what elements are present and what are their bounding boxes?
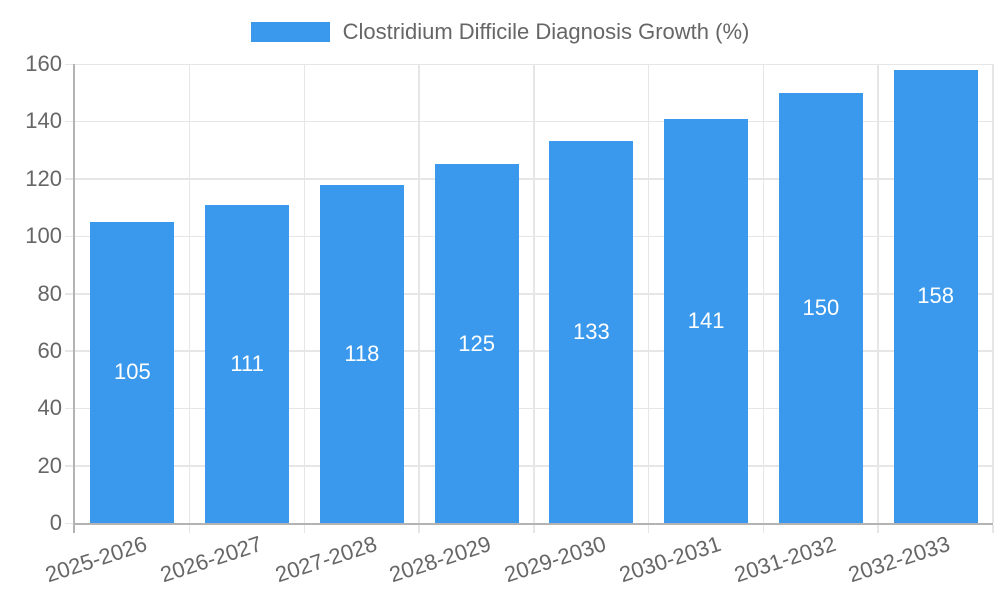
x-tick-mark [533,525,535,533]
x-tick-label: 2032-2033 [845,531,954,588]
x-tick-label: 2031-2032 [730,531,839,588]
y-tick-label: 40 [37,395,62,421]
y-tick-mark [65,522,73,524]
y-tick-label: 20 [37,452,62,478]
y-tick-mark [65,350,73,352]
bar-value-label: 125 [458,330,495,356]
x-tick-label: 2025-2026 [42,531,151,588]
bar-value-label: 105 [114,359,151,385]
y-tick-label: 120 [25,165,62,191]
bar-value-label: 111 [230,350,264,376]
x-tick-mark [992,525,994,533]
y-axis-labels: 0 20 40 60 80 100 120 140 160 [0,51,62,535]
bar-2030-2031[interactable]: 141 [664,118,749,523]
y-axis-tick-extension [73,525,75,533]
y-tick-label: 0 [49,510,62,535]
gridline-vertical [418,64,420,523]
bar-2028-2029[interactable]: 125 [434,164,519,523]
legend-item[interactable]: Clostridium Difficile Diagnosis Growth (… [0,19,1000,45]
x-tick-mark [877,525,879,533]
x-tick-label: 2029-2030 [501,531,610,588]
bar-value-label: 118 [344,340,380,366]
y-tick-label: 100 [25,223,62,249]
x-tick-mark [188,525,191,533]
bar-value-label: 133 [573,319,610,345]
plot-area: 105 111 118 125 133 141 150 158 [65,63,994,533]
y-tick-mark [65,235,73,238]
gridline-vertical [762,64,764,523]
y-tick-label: 60 [37,337,62,363]
x-tick-mark [762,525,764,533]
bar-2031-2032[interactable]: 150 [778,92,863,523]
bar-value-label: 141 [687,307,725,333]
y-tick-mark [65,407,73,410]
gridline-vertical [533,64,535,523]
x-axis-labels: 2025-2026 2026-2027 2027-2028 2028-2029 2029… [42,531,991,600]
y-tick-mark [65,293,73,295]
legend-label: Clostridium Difficile Diagnosis Growth (… [342,19,750,44]
x-tick-label: 2026-2027 [157,531,265,588]
gridline-vertical [303,64,305,523]
x-tick-mark [418,525,420,533]
bar-value-label: 158 [917,283,954,309]
y-tick-mark [65,63,73,65]
x-tick-mark [647,525,650,533]
bar-2025-2026[interactable]: 105 [90,221,175,523]
bar-2026-2027[interactable]: 111 [205,204,290,523]
legend-swatch [250,22,330,42]
bar-value-label: 150 [802,294,840,320]
x-tick-label: 2030-2031 [616,531,724,588]
gridline-vertical [992,64,994,523]
x-tick-label: 2028-2029 [386,531,495,588]
bar-2027-2028[interactable]: 118 [319,184,404,523]
bar-2032-2033[interactable]: 158 [893,69,978,523]
y-tick-mark [65,178,73,180]
x-tick-mark [303,525,305,533]
y-tick-mark [65,465,73,467]
gridline-vertical [647,64,650,523]
y-tick-label: 80 [37,280,62,306]
gridline-vertical [188,64,191,523]
x-tick-label: 2027-2028 [271,531,380,588]
y-tick-mark [65,120,73,123]
y-tick-label: 140 [25,108,62,134]
gridline-vertical [877,64,879,523]
y-tick-label: 160 [25,51,62,76]
bar-2029-2030[interactable]: 133 [549,141,634,523]
